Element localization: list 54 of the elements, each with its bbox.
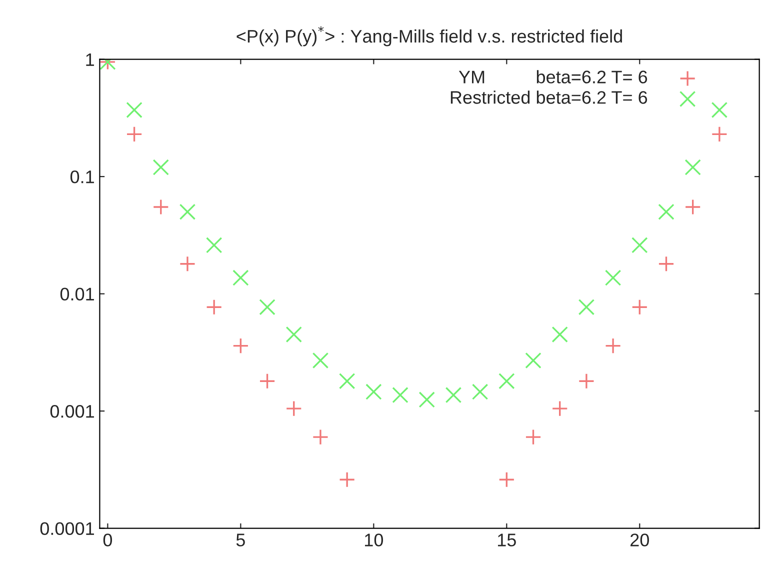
y-tick-label: 0.1 (70, 170, 94, 184)
point (498, 372, 515, 390)
point (632, 298, 648, 316)
point (472, 384, 488, 400)
point (658, 256, 674, 272)
point (525, 428, 542, 446)
point (338, 372, 356, 390)
point (552, 326, 568, 343)
y-tick-label: 1 (86, 53, 94, 66)
point (525, 352, 542, 369)
point (658, 204, 674, 220)
y-tick-label: 0.0001 (40, 522, 94, 535)
point (126, 102, 142, 118)
x-tick-label: 10 (365, 534, 383, 546)
point (578, 372, 595, 390)
x-tick-label: 0 (103, 534, 112, 546)
point (206, 237, 222, 254)
point (286, 326, 302, 343)
point (604, 338, 622, 354)
x-tick-label: 15 (498, 534, 516, 546)
point (286, 400, 302, 417)
point (552, 400, 568, 417)
point (152, 159, 170, 176)
point (152, 198, 170, 216)
point (259, 298, 276, 316)
chart-title: <P(x) P(y)$^{*}$> : Yang-Mills field v.s. restricted field (236, 26, 622, 46)
point (445, 386, 462, 404)
legend-label: YM beta=6.2 T= 6 (458, 70, 648, 84)
point (711, 102, 728, 118)
point (604, 270, 622, 286)
point (684, 198, 701, 216)
point (711, 126, 728, 142)
point (232, 270, 249, 286)
point (632, 237, 648, 254)
point (312, 428, 329, 446)
point (312, 352, 329, 369)
point (418, 392, 435, 408)
point (684, 159, 701, 176)
x-tick-label: 20 (630, 534, 649, 546)
y-tick-label: 0.01 (60, 288, 94, 301)
legend-label: Restricted beta=6.2 T= 6 (450, 90, 648, 104)
point (498, 472, 515, 488)
point (126, 126, 142, 142)
point (366, 384, 382, 400)
point (232, 338, 249, 354)
point (206, 298, 222, 316)
point (179, 204, 196, 220)
x-tick-label: 5 (236, 534, 245, 546)
point (338, 472, 356, 488)
point (578, 298, 595, 316)
y-tick-label: 0.001 (50, 404, 94, 418)
point (179, 256, 196, 272)
point (392, 386, 408, 404)
point (259, 372, 276, 390)
